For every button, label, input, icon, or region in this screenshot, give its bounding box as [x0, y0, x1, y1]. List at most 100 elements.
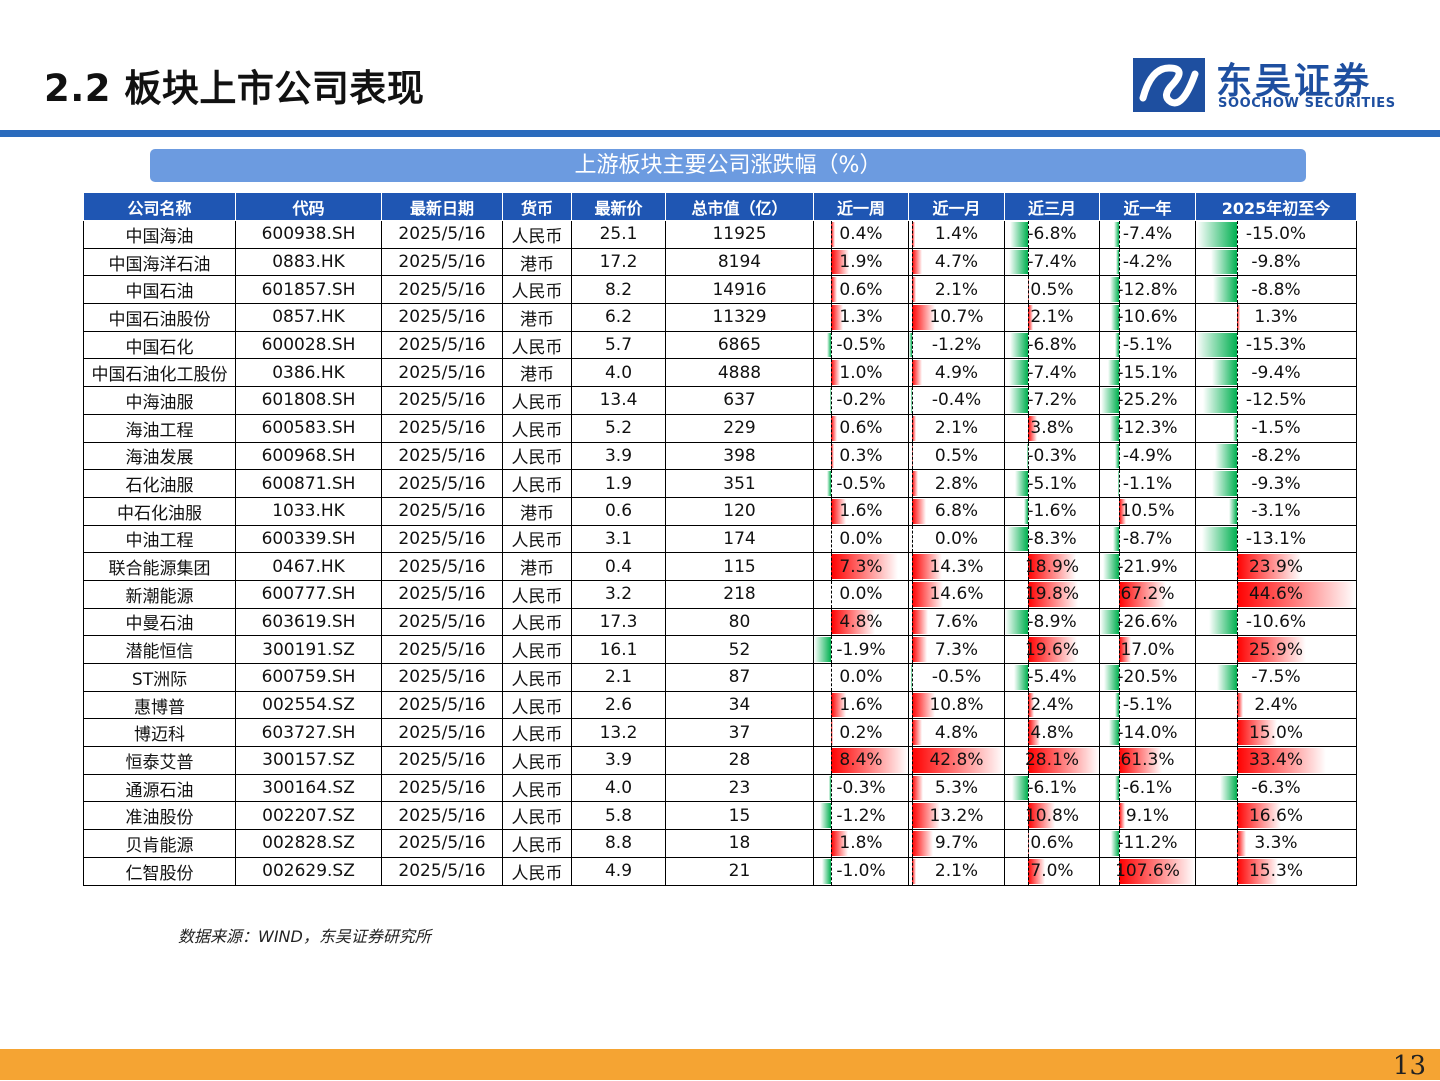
zero-axis-line — [1027, 692, 1029, 718]
percent-value: -12.5% — [1245, 390, 1307, 411]
percent-value: -20.5% — [1117, 667, 1178, 688]
data-bar — [1236, 748, 1327, 773]
table-header-row: 公司名称 代码 最新日期 货币 最新价 总市值（亿） 近一周 近一月 近三月 近一年 2025年初至… — [83, 192, 1357, 221]
percent-value: -9.4% — [1251, 362, 1301, 383]
table-row: 中国海油 600938.SH 2025/5/16 人民币 25.1 11925 0.4% 1.… — [83, 220, 1357, 249]
table-cell: 52 — [665, 635, 814, 664]
zero-axis-line — [1118, 304, 1120, 331]
percent-cell: 1.6% — [813, 690, 909, 720]
percent-cell: 7.3% — [813, 552, 909, 581]
percent-cell: 0.5% — [1004, 275, 1100, 305]
percent-value: 42.8% — [929, 750, 984, 771]
table-cell: 人民币 — [502, 441, 572, 471]
table-cell: 人民币 — [502, 663, 572, 692]
table-cell: 人民币 — [502, 856, 572, 886]
table-cell: 2025/5/16 — [381, 524, 503, 554]
table-cell: 人民币 — [502, 275, 572, 305]
zero-axis-line — [831, 304, 833, 331]
data-bar — [911, 609, 928, 635]
percent-value: -7.4% — [1122, 224, 1173, 245]
percent-cell: 1.3% — [813, 303, 909, 332]
zero-axis-line — [911, 221, 913, 248]
table-cell: 2025/5/16 — [381, 469, 503, 498]
data-bar — [831, 692, 846, 718]
page-number: 13 — [1392, 1051, 1426, 1081]
percent-value: 0.5% — [934, 445, 979, 466]
zero-axis-line — [1236, 442, 1238, 469]
zero-axis-line — [1027, 526, 1029, 552]
percent-cell: -0.4% — [908, 386, 1005, 415]
table-cell: 0.4 — [571, 552, 666, 581]
percent-value: 4.7% — [934, 252, 979, 273]
table-cell: 002828.SZ — [235, 829, 382, 858]
data-bar — [911, 277, 917, 303]
zero-axis-line — [831, 359, 833, 386]
table-cell: 人民币 — [502, 524, 572, 554]
table-cell: 2025/5/16 — [381, 635, 503, 664]
table-row: 中国海洋石油 0883.HK 2025/5/16 港币 17.2 8194 1.9% 4.7%… — [83, 247, 1357, 277]
data-bar — [1210, 249, 1237, 275]
percent-cell: -5.1% — [1004, 469, 1100, 498]
data-bar — [1118, 748, 1163, 773]
percent-cell: -1.0% — [813, 856, 909, 886]
table-cell: 1.9 — [571, 469, 666, 498]
percent-cell: 16.6% — [1195, 801, 1357, 831]
data-bar — [814, 637, 832, 662]
percent-cell: -5.1% — [1099, 690, 1196, 720]
percent-value: -1.9% — [836, 639, 886, 660]
zero-axis-line — [1027, 221, 1029, 248]
data-bar — [910, 388, 912, 413]
percent-value: 18.9% — [1024, 556, 1079, 577]
percent-value: 0.0% — [839, 584, 883, 605]
data-bar — [911, 831, 933, 856]
table-cell: 港币 — [502, 552, 572, 581]
percent-value: 4.8% — [839, 611, 883, 632]
percent-value: -8.8% — [1251, 279, 1301, 300]
company-logo: 东吴证券 SOOCHOW SECURITIES — [1130, 56, 1410, 116]
table-cell: 0.6 — [571, 496, 666, 526]
percent-value: -11.2% — [1117, 833, 1178, 854]
zero-axis-line — [1027, 664, 1029, 691]
percent-value: 9.1% — [1125, 805, 1170, 826]
table-cell: 600777.SH — [235, 579, 382, 609]
data-bar — [1118, 581, 1167, 607]
percent-cell: 25.9% — [1195, 635, 1357, 664]
percent-value: 1.6% — [839, 501, 883, 522]
table-cell: 600871.SH — [235, 469, 382, 498]
data-bar — [1100, 388, 1119, 413]
zero-axis-line — [911, 304, 913, 331]
table-cell: 2.1 — [571, 663, 666, 692]
percent-cell: 8.4% — [813, 746, 909, 775]
percent-cell: -26.6% — [1099, 607, 1196, 637]
data-bar — [828, 775, 832, 801]
zero-axis-line — [1027, 332, 1029, 358]
table-row: 中国石油 601857.SH 2025/5/16 人民币 8.2 14916 0.6% 2.1… — [83, 275, 1357, 305]
zero-axis-line — [911, 415, 913, 442]
table-cell: 2025/5/16 — [381, 690, 503, 720]
percent-cell: -0.5% — [908, 663, 1005, 692]
data-bar — [909, 332, 912, 358]
data-bar — [911, 471, 918, 496]
percent-cell: -11.2% — [1099, 829, 1196, 858]
percent-cell: 0.6% — [813, 275, 909, 305]
zero-axis-line — [1118, 609, 1120, 635]
percent-value: -5.1% — [1122, 335, 1173, 356]
percent-value: 0.0% — [839, 528, 883, 549]
zero-axis-line — [831, 553, 833, 580]
zero-axis-line — [911, 553, 913, 580]
zero-axis-line — [831, 415, 833, 442]
table-cell: 23 — [665, 773, 814, 803]
data-bar — [1110, 415, 1119, 441]
data-bar — [831, 360, 841, 386]
percent-value: 6.8% — [934, 501, 979, 522]
table-cell: 8.2 — [571, 275, 666, 305]
zero-axis-line — [1118, 332, 1120, 358]
percent-cell: 0.6% — [1004, 829, 1100, 858]
percent-value: -1.0% — [836, 861, 886, 882]
zero-axis-line — [831, 387, 833, 414]
data-bar — [1115, 332, 1119, 358]
table-cell: 2025/5/16 — [381, 801, 503, 831]
percent-cell: 4.8% — [908, 718, 1005, 748]
zero-axis-line — [1236, 858, 1238, 885]
table-cell: 600028.SH — [235, 330, 382, 360]
